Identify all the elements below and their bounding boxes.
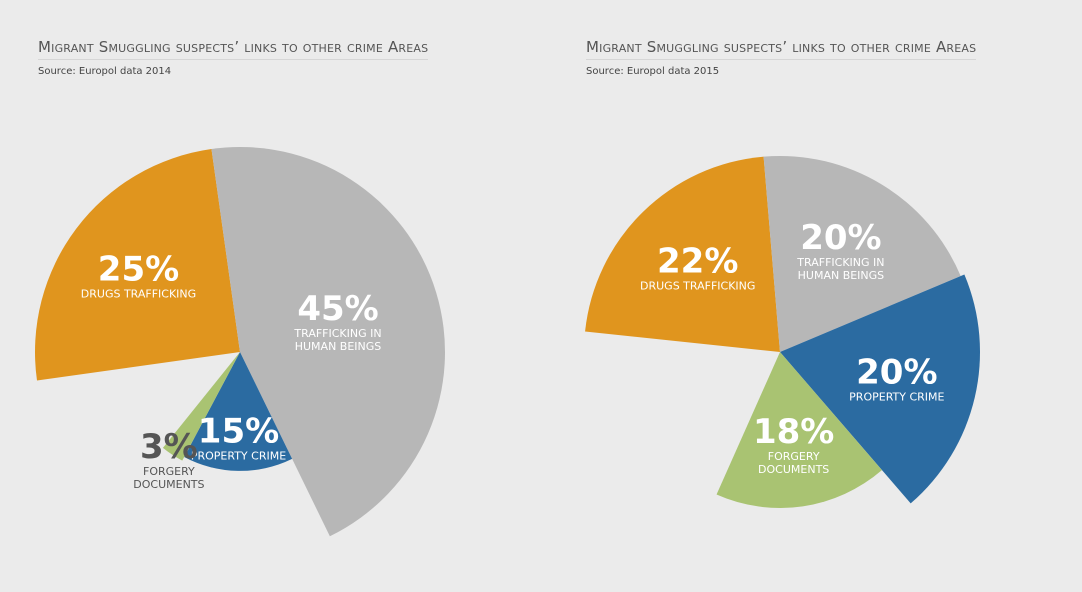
pie-slice	[780, 274, 980, 504]
slice-label: 20% TRAFFICKING IN HUMAN BEINGS	[791, 220, 891, 282]
slice-name: TRAFFICKING IN HUMAN BEINGS	[294, 327, 382, 354]
slice-name: FORGERY DOCUMENTS	[758, 449, 830, 476]
slice-label: 20% PROPERTY CRIME	[837, 355, 957, 404]
slice-name: FORGERY DOCUMENTS	[133, 464, 205, 491]
pie-slice	[34, 148, 240, 381]
slice-label: 18% FORGERY DOCUMENTS	[753, 414, 834, 476]
chart-title: Migrant Smuggling suspects’ links to oth…	[586, 38, 977, 60]
slice-label: 45% TRAFFICKING IN HUMAN BEINGS	[288, 291, 388, 353]
slice-name: PROPERTY CRIME	[190, 449, 287, 463]
chart-subtitle: Source: Europol data 2014	[38, 66, 172, 77]
slice-value: 3%	[140, 426, 198, 467]
pie-slice	[716, 352, 882, 509]
slice-label: 15% PROPERTY CRIME	[179, 413, 299, 462]
chart-title: Migrant Smuggling suspects’ links to oth…	[38, 38, 429, 60]
pie-slice	[162, 352, 240, 461]
slice-label: 3% FORGERY DOCUMENTS	[129, 429, 209, 491]
slice-name: DRUGS TRAFFICKING	[640, 279, 756, 293]
slice-name: PROPERTY CRIME	[849, 390, 945, 404]
slice-value: 22%	[657, 241, 739, 282]
slice-value: 15%	[197, 411, 280, 452]
pie-slice	[585, 156, 780, 352]
pie-slice	[211, 146, 446, 537]
slice-label: 25% DRUGS TRAFFICKING	[73, 251, 203, 300]
slice-value: 20%	[800, 218, 882, 259]
slice-value: 45%	[297, 289, 379, 330]
slice-value: 25%	[97, 249, 180, 289]
pie-slice	[763, 155, 961, 352]
slice-name: TRAFFICKING IN HUMAN BEINGS	[797, 256, 885, 283]
slice-value: 20%	[856, 352, 938, 393]
chart-subtitle: Source: Europol data 2015	[586, 66, 720, 77]
pie-slice	[184, 352, 293, 471]
slice-name: DRUGS TRAFFICKING	[80, 287, 197, 300]
slice-value: 18%	[752, 411, 835, 452]
slice-label: 22% DRUGS TRAFFICKING	[633, 243, 763, 292]
